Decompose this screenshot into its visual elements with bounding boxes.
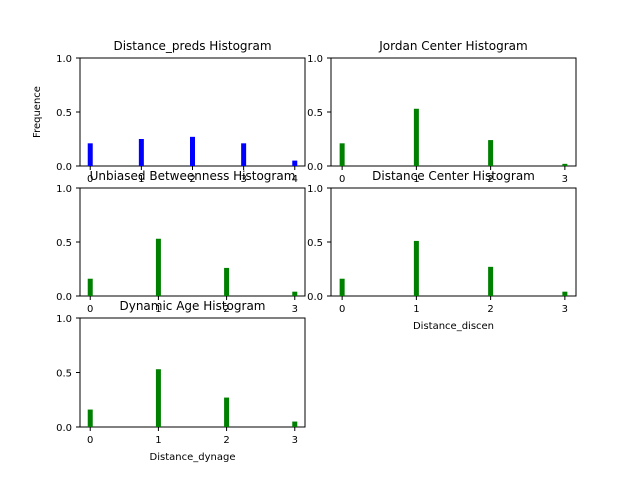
x-tick-label: 1 bbox=[155, 435, 161, 446]
histogram-bar bbox=[241, 143, 247, 166]
x-tick-label: 0 bbox=[87, 174, 93, 185]
histogram-bar bbox=[488, 266, 494, 296]
chart-title: Jordan Center Histogram bbox=[378, 39, 527, 53]
histogram-bar bbox=[155, 369, 161, 427]
chart-title: Unbiased Betweenness Histogram bbox=[90, 169, 296, 183]
y-tick-label: 0.0 bbox=[56, 162, 72, 173]
x-tick-label: 0 bbox=[339, 304, 345, 315]
x-tick-label: 2 bbox=[487, 304, 493, 315]
x-tick-label: 3 bbox=[292, 304, 298, 315]
histogram-bar bbox=[224, 267, 230, 296]
x-tick-label: 4 bbox=[292, 174, 298, 185]
y-tick-label: 0.5 bbox=[307, 108, 323, 119]
x-tick-label: 2 bbox=[223, 304, 229, 315]
histogram-bar bbox=[339, 143, 345, 166]
x-tick-label: 1 bbox=[413, 304, 419, 315]
y-tick-label: 1.0 bbox=[56, 54, 72, 65]
x-axis-label: Distance_dynage bbox=[150, 452, 236, 463]
histogram-panel-3: 0 1 2 3 0.0 0.5 1.0 Distance Center Histogram Di… bbox=[307, 169, 577, 332]
histogram-bar bbox=[224, 397, 230, 427]
histogram-bar bbox=[292, 160, 298, 166]
x-tick-label: 3 bbox=[562, 304, 568, 315]
y-tick-label: 1.0 bbox=[307, 54, 323, 65]
chart-title: Distance_preds Histogram bbox=[113, 39, 271, 53]
y-tick-label: 0.0 bbox=[56, 423, 72, 434]
y-tick-label: 0.5 bbox=[56, 108, 72, 119]
histogram-bar bbox=[87, 409, 93, 427]
histogram-bar bbox=[292, 291, 298, 296]
histogram-bar bbox=[190, 136, 195, 166]
x-tick-label: 3 bbox=[562, 174, 568, 185]
x-tick-label: 2 bbox=[189, 174, 195, 185]
histogram-bar bbox=[488, 140, 494, 166]
histogram-bar bbox=[562, 163, 568, 166]
x-axis-label: Distance_discen bbox=[413, 321, 494, 332]
y-tick-label: 0.5 bbox=[307, 238, 323, 249]
histogram-panel-1: 0 1 2 3 0.0 0.5 1.0 Jordan Center Histogram bbox=[307, 39, 577, 185]
x-tick-label: 1 bbox=[155, 304, 161, 315]
chart-title: Dynamic Age Histogram bbox=[119, 299, 265, 313]
histogram-bar bbox=[339, 278, 345, 296]
y-tick-label: 0.0 bbox=[307, 162, 323, 173]
histogram-bar bbox=[138, 139, 144, 166]
histogram-bar bbox=[155, 238, 161, 296]
y-tick-label: 0.0 bbox=[307, 292, 323, 303]
y-tick-label: 1.0 bbox=[56, 314, 72, 325]
y-tick-label: 0.0 bbox=[56, 292, 72, 303]
histogram-panel-2: 0 1 2 3 0.0 0.5 1.0 Unbiased Betweenness Histog… bbox=[56, 169, 306, 315]
x-tick-label: 1 bbox=[413, 174, 419, 185]
x-tick-label: 2 bbox=[223, 435, 229, 446]
x-tick-label: 3 bbox=[240, 174, 246, 185]
histogram-panel-0: 0 1 2 3 4 0.0 0.5 1.0 Distance_preds Histogram Fr… bbox=[32, 39, 306, 185]
x-tick-label: 3 bbox=[292, 435, 298, 446]
y-tick-label: 1.0 bbox=[56, 184, 72, 195]
x-tick-label: 0 bbox=[339, 174, 345, 185]
histogram-bar bbox=[562, 291, 568, 296]
histogram-bar bbox=[413, 240, 419, 296]
histogram-bar bbox=[413, 108, 419, 166]
x-tick-label: 0 bbox=[87, 435, 93, 446]
x-tick-label: 1 bbox=[138, 174, 144, 185]
y-tick-label: 0.5 bbox=[56, 238, 72, 249]
y-axis-label: Frequence bbox=[32, 86, 43, 138]
x-tick-label: 0 bbox=[87, 304, 93, 315]
histogram-panel-4: 0 1 2 3 0.0 0.5 1.0 Dynamic Age Histogram Distan… bbox=[56, 299, 306, 463]
histogram-bar bbox=[87, 143, 93, 166]
histogram-bar bbox=[292, 421, 298, 427]
x-tick-label: 2 bbox=[487, 174, 493, 185]
y-tick-label: 1.0 bbox=[307, 184, 323, 195]
y-tick-label: 0.5 bbox=[56, 369, 72, 380]
chart-title: Distance Center Histogram bbox=[372, 169, 535, 183]
histogram-bar bbox=[87, 278, 93, 296]
